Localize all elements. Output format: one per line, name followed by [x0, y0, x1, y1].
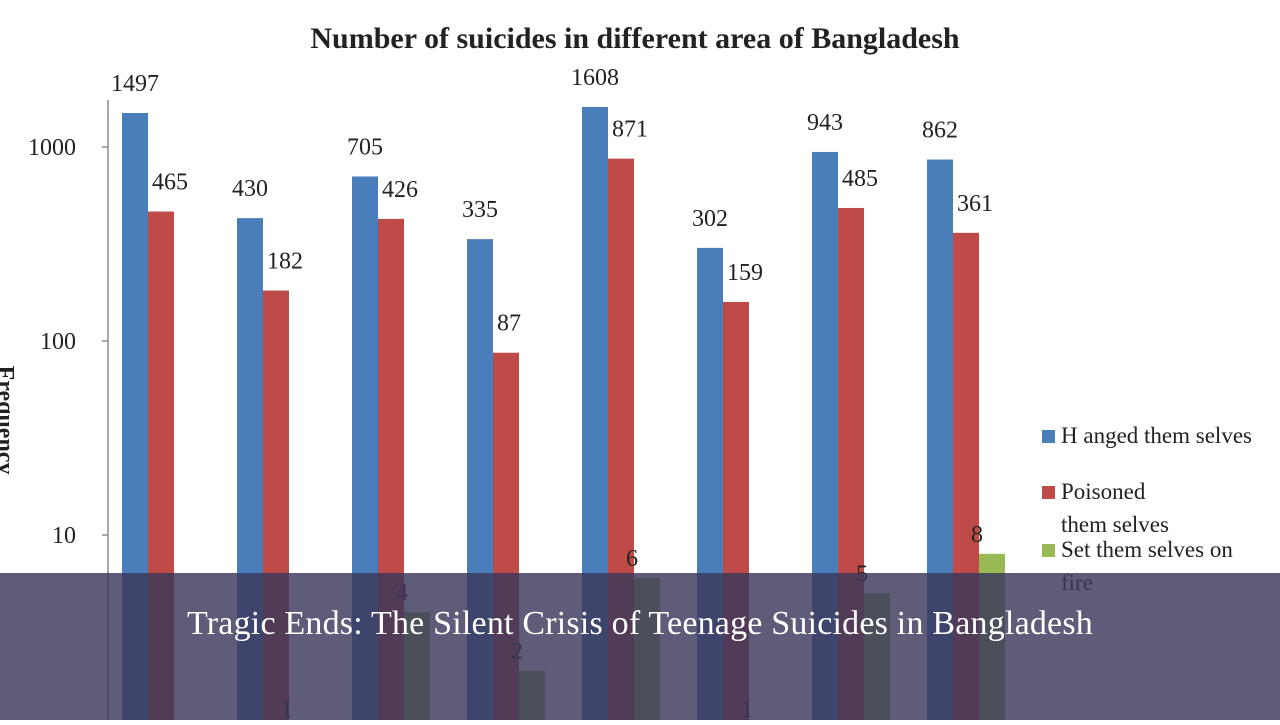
data-label: 430: [232, 176, 268, 202]
data-label: 465: [152, 170, 188, 196]
data-label: 8: [971, 522, 983, 548]
y-tick-label: 100: [40, 329, 76, 355]
legend-swatch: [1042, 544, 1055, 557]
data-label: 335: [462, 197, 498, 223]
y-axis-label: Frequency: [0, 366, 18, 475]
y-tick-label: 10: [52, 523, 76, 549]
y-tick-label: 1000: [28, 135, 76, 161]
data-label: 87: [497, 311, 521, 337]
chart-title: Number of suicides in different area of …: [310, 22, 960, 55]
legend: H anged them selves Poisoned them selvesSe…: [1042, 423, 1252, 595]
data-label: 1608: [571, 65, 619, 91]
legend-label: Poisoned: [1061, 479, 1146, 504]
legend-swatch: [1042, 430, 1055, 443]
caption-overlay: [0, 573, 1280, 720]
legend-label: Set them selves on: [1061, 537, 1233, 562]
data-label: 485: [842, 166, 878, 192]
legend-label: them selves: [1061, 512, 1169, 537]
video-caption: Tragic Ends: The Silent Crisis of Teenag…: [187, 605, 1093, 642]
data-label: 159: [727, 260, 763, 286]
legend-swatch: [1042, 486, 1055, 499]
legend-label: H anged them selves: [1061, 423, 1252, 448]
data-label: 943: [807, 110, 843, 136]
data-label: 361: [957, 191, 993, 217]
data-label: 705: [347, 134, 383, 160]
data-label: 1497: [111, 71, 159, 97]
data-label: 871: [612, 117, 648, 143]
data-label: 426: [382, 177, 418, 203]
data-label: 862: [922, 118, 958, 144]
data-label: 182: [267, 249, 303, 275]
data-label: 6: [626, 546, 638, 572]
data-label: 302: [692, 206, 728, 232]
